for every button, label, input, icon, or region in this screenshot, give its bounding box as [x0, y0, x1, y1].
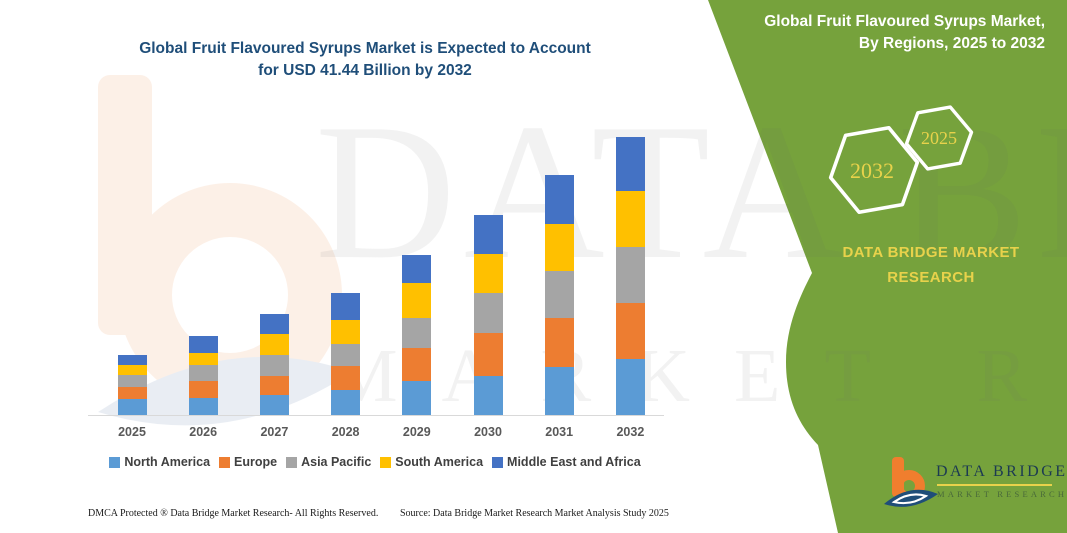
bar-2026 [188, 335, 218, 415]
legend-item-south-america: South America [380, 455, 483, 469]
bar-segment-middle-east-and-africa [331, 293, 361, 320]
x-axis-label-2026: 2026 [189, 425, 218, 439]
bar-2032 [615, 136, 645, 415]
bar-chart-plot-area [0, 100, 700, 415]
legend-label: Asia Pacific [301, 455, 372, 469]
bar-segment-asia-pacific [615, 247, 645, 304]
chart-title-line2: for USD 41.44 Billion by 2032 [258, 62, 472, 79]
legend-swatch [286, 456, 298, 468]
panel-title-line1: Global Fruit Flavoured Syrups Market, [764, 13, 1045, 30]
bar-segment-south-america [259, 334, 289, 356]
hexagon-2032 [828, 125, 920, 215]
bar-segment-europe [259, 376, 289, 395]
bar-segment-south-america [473, 254, 503, 293]
panel-brand-text: DATA BRIDGE MARKET RESEARCH [795, 240, 1067, 290]
bar-segment-north-america [402, 380, 432, 415]
bar-2027 [259, 314, 289, 415]
logo-subtitle: MARKET RESEARCH [937, 489, 1067, 499]
legend-label: North America [124, 455, 211, 469]
bar-segment-europe [402, 348, 432, 381]
bar-segment-asia-pacific [331, 343, 361, 366]
legend-item-europe: Europe [219, 455, 277, 469]
bar-segment-europe [117, 386, 147, 399]
legend-swatch [380, 456, 392, 468]
bar-segment-europe [544, 318, 574, 367]
data-bridge-logo: DATA BRIDGE MARKET RESEARCH [880, 453, 1065, 518]
data-bridge-logo-mark [884, 457, 938, 507]
bar-segment-north-america [117, 398, 147, 415]
chart-legend: North America Europe Asia Pacific South Ame… [78, 455, 672, 469]
watermark-text-line2: MARKET RESEARCH [330, 334, 1067, 418]
bar-segment-europe [615, 303, 645, 360]
hexagon-small-label: 2025 [921, 128, 957, 148]
logo-name: DATA BRIDGE [936, 463, 1067, 480]
bar-2025 [117, 354, 147, 415]
chart-title: Global Fruit Flavoured Syrups Market is … [85, 38, 645, 82]
bar-segment-europe [331, 365, 361, 391]
bar-segment-middle-east-and-africa [615, 136, 645, 192]
x-axis-label-2032: 2032 [616, 425, 645, 439]
bar-2031 [544, 175, 574, 415]
bar-segment-middle-east-and-africa [544, 175, 574, 225]
bar-segment-middle-east-and-africa [402, 255, 432, 284]
bar-segment-north-america [259, 394, 289, 415]
legend-swatch [492, 456, 504, 468]
legend-label: Europe [234, 455, 278, 469]
x-axis-line [88, 415, 664, 416]
x-axis-labels: 2025 2026 2027 2028 2029 2030 2031 2032 [0, 425, 700, 443]
legend-item-asia-pacific: Asia Pacific [286, 455, 371, 469]
x-axis-label-2025: 2025 [118, 425, 146, 439]
chart-title-line1: Global Fruit Flavoured Syrups Market is … [139, 40, 591, 57]
bar-segment-north-america [331, 390, 361, 415]
hexagon-badges: 2025 2032 [828, 105, 974, 215]
logo-underline [937, 484, 1052, 486]
x-axis-label-2031: 2031 [545, 425, 574, 439]
bar-segment-asia-pacific [473, 292, 503, 333]
bar-segment-south-america [402, 283, 432, 319]
panel-brand-line1: DATA BRIDGE MARKET [842, 244, 1020, 261]
panel-title: Global Fruit Flavoured Syrups Market, By… [715, 11, 1045, 55]
legend-swatch [109, 456, 121, 468]
bar-segment-middle-east-and-africa [188, 335, 218, 353]
footer-source-text: Source: Data Bridge Market Research Mark… [400, 508, 669, 519]
bar-segment-north-america [544, 366, 574, 415]
legend-item-north-america: North America [109, 455, 210, 469]
x-axis-label-2030: 2030 [474, 425, 502, 439]
legend-label: South America [395, 455, 484, 469]
bar-segment-europe [473, 333, 503, 376]
bar-segment-asia-pacific [188, 364, 218, 382]
bar-segment-south-america [117, 364, 147, 375]
hexagon-2025 [904, 105, 974, 171]
panel-title-line2: By Regions, 2025 to 2032 [858, 35, 1045, 52]
footer-dmca-text: DMCA Protected ® Data Bridge Market Rese… [88, 508, 379, 519]
bar-segment-europe [188, 381, 218, 399]
bar-segment-asia-pacific [259, 355, 289, 377]
x-axis-label-2028: 2028 [331, 425, 360, 439]
bar-segment-north-america [188, 398, 218, 415]
bar-segment-south-america [331, 319, 361, 344]
bar-segment-asia-pacific [544, 271, 574, 319]
bar-2030 [473, 215, 503, 415]
legend-item-middle-east-and-africa: Middle East and Africa [492, 455, 641, 469]
bar-segment-middle-east-and-africa [473, 215, 503, 255]
hexagon-large-label: 2032 [850, 158, 894, 183]
x-axis-label-2029: 2029 [402, 425, 431, 439]
bar-segment-south-america [544, 224, 574, 272]
bar-2028 [331, 293, 361, 415]
panel-brand-line2: RESEARCH [887, 269, 975, 286]
bar-segment-middle-east-and-africa [117, 354, 147, 365]
bar-segment-north-america [473, 376, 503, 415]
bar-2029 [402, 255, 432, 415]
x-axis-label-2027: 2027 [260, 425, 289, 439]
legend-swatch [219, 456, 231, 468]
legend-label: Middle East and Africa [507, 455, 641, 469]
bar-segment-north-america [615, 359, 645, 415]
bar-segment-asia-pacific [117, 374, 147, 387]
bar-segment-middle-east-and-africa [259, 314, 289, 335]
bar-segment-south-america [615, 191, 645, 248]
bar-segment-south-america [188, 352, 218, 365]
bar-segment-asia-pacific [402, 318, 432, 349]
